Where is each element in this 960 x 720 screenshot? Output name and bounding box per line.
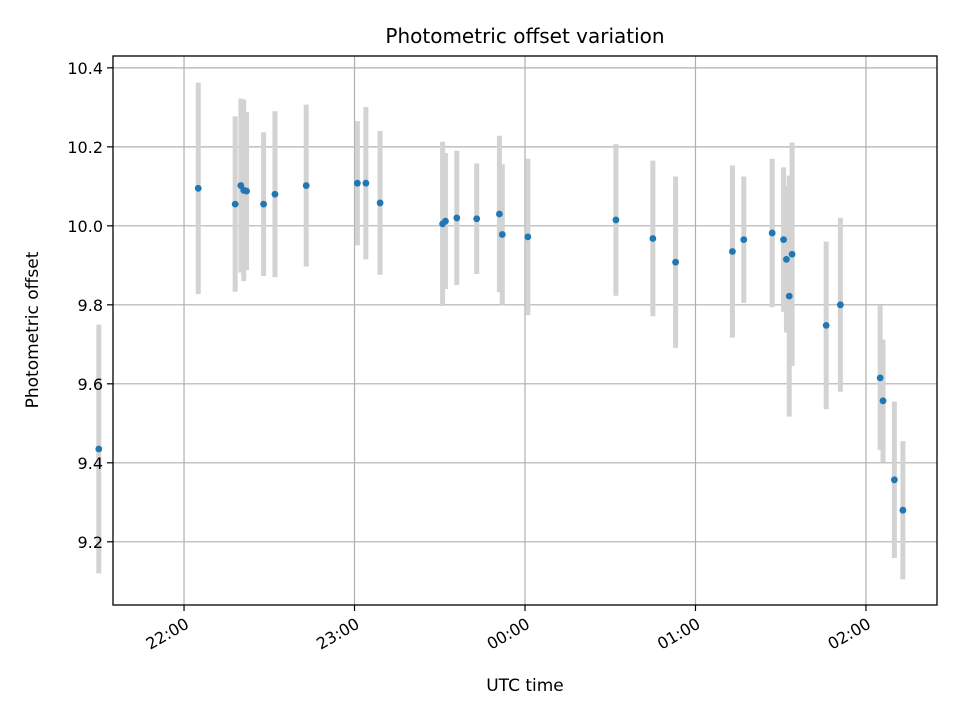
data-point: [243, 187, 250, 195]
y-axis-label: Photometric offset: [23, 251, 43, 408]
data-point: [612, 216, 620, 224]
data-point: [473, 215, 481, 223]
data-point: [876, 374, 884, 382]
y-tick-label: 10.4: [67, 59, 103, 78]
data-point: [524, 233, 532, 241]
y-tick-label: 9.4: [78, 454, 103, 473]
data-point: [496, 210, 503, 218]
data-point: [453, 214, 461, 222]
y-tick-label: 9.8: [78, 296, 103, 315]
data-point: [362, 179, 370, 187]
data-point: [302, 182, 310, 189]
data-point: [95, 445, 103, 453]
data-point: [231, 200, 239, 208]
data-point: [788, 250, 796, 258]
grid-lines: [113, 56, 937, 605]
y-tick-label: 10.0: [67, 217, 103, 236]
x-axis-label: UTC time: [486, 676, 564, 696]
data-point: [672, 258, 679, 266]
data-point: [783, 256, 790, 263]
y-tick-label: 9.6: [78, 375, 103, 394]
data-point: [194, 184, 202, 192]
chart-title: Photometric offset variation: [385, 24, 664, 48]
data-point: [785, 292, 793, 300]
data-point: [899, 506, 907, 514]
data-point: [353, 179, 361, 187]
data-point: [768, 229, 776, 237]
axis-ticks: [107, 67, 867, 611]
y-tick-label: 9.2: [78, 533, 103, 552]
data-point: [879, 397, 887, 405]
data-points: [95, 179, 907, 514]
data-point: [376, 199, 384, 207]
data-point: [836, 301, 844, 309]
data-point: [729, 248, 736, 255]
data-point: [890, 476, 898, 484]
data-point: [780, 236, 787, 244]
data-point: [271, 190, 279, 198]
data-point: [649, 235, 657, 242]
data-point: [498, 231, 506, 238]
y-tick-label: 10.2: [67, 138, 103, 157]
data-point: [740, 236, 748, 244]
data-point: [442, 217, 449, 225]
data-point: [822, 321, 830, 329]
data-point: [260, 200, 267, 208]
